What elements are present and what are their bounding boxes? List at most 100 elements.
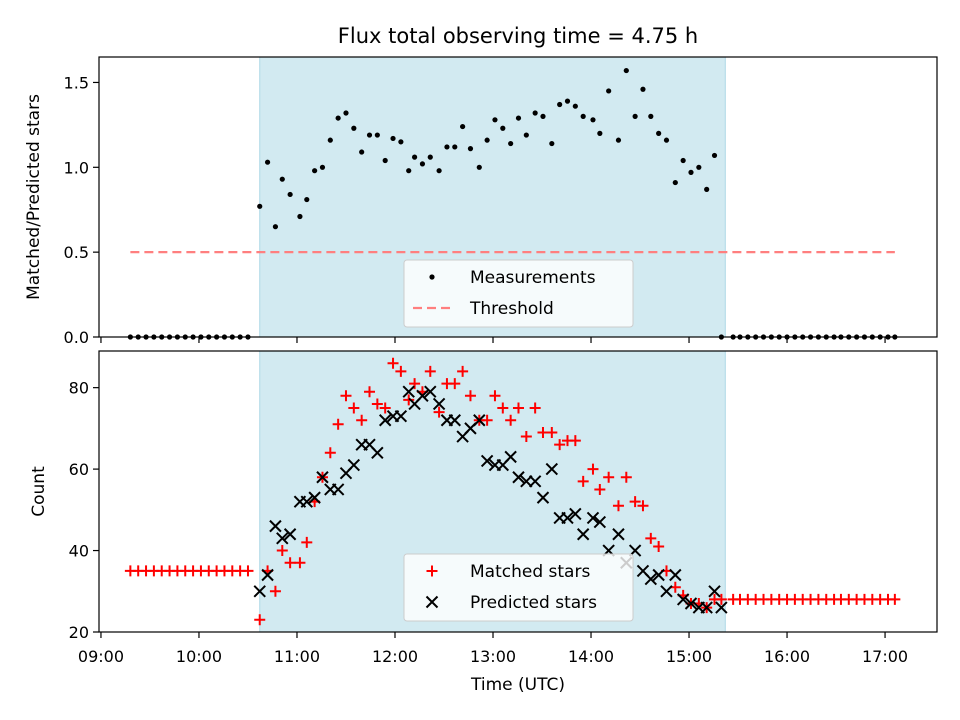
data-point	[656, 130, 662, 136]
data-point	[411, 154, 418, 160]
data-point	[398, 139, 404, 145]
data-point	[590, 117, 596, 123]
y-axis-title: Count	[29, 466, 49, 517]
data-point	[652, 568, 665, 582]
data-point	[580, 113, 586, 119]
data-point	[279, 176, 285, 182]
data-point	[351, 125, 357, 131]
chart-title: Flux total observing time = 4.75 h	[338, 24, 698, 48]
data-point	[684, 597, 698, 610]
data-point	[316, 471, 329, 484]
data-point	[371, 446, 384, 460]
x-axis-title: Time (UTC)	[470, 675, 565, 695]
x-tick-label: 13:00	[470, 647, 516, 666]
data-point	[597, 130, 603, 136]
data-point	[406, 168, 412, 174]
data-point	[672, 179, 678, 186]
data-point	[424, 365, 436, 377]
data-point	[696, 164, 702, 170]
data-point	[481, 414, 493, 426]
data-point	[520, 475, 533, 488]
x-tick-label: 14:00	[568, 647, 614, 666]
data-point	[489, 390, 501, 402]
legend-label: Predicted stars	[470, 593, 597, 613]
data-point	[304, 196, 310, 203]
data-point	[715, 601, 728, 614]
data-point	[287, 191, 293, 198]
data-point	[436, 168, 442, 174]
data-point	[403, 394, 415, 406]
series-predicted-stars	[253, 385, 728, 614]
legend-swatch	[425, 595, 439, 609]
y-tick-label: 0.0	[64, 328, 89, 347]
legend-label: Threshold	[469, 299, 554, 319]
data-point	[715, 593, 727, 605]
data-point	[512, 402, 524, 414]
x-tick-label: 17:00	[862, 647, 908, 666]
data-point	[536, 491, 550, 504]
data-point	[476, 164, 482, 170]
data-point	[644, 572, 658, 586]
series-measurements	[127, 67, 898, 340]
data-point	[576, 528, 590, 541]
ratio-panel: 0.0 0.5 1.0 1.5 Matched/Predicted stars Measu…	[24, 56, 938, 347]
x-tick-label: 10:00	[176, 647, 222, 666]
data-point	[348, 402, 360, 414]
data-point	[653, 540, 665, 552]
data-point	[680, 157, 686, 164]
y-tick-label: 40	[69, 542, 89, 561]
data-point	[394, 409, 408, 423]
data-point	[254, 614, 266, 626]
data-point	[424, 385, 437, 398]
data-point	[660, 585, 673, 598]
data-point	[433, 406, 445, 418]
x-tick-label: 12:00	[372, 647, 418, 666]
data-point	[324, 447, 336, 459]
legend-swatch	[426, 565, 438, 577]
data-point	[448, 414, 461, 427]
data-point	[612, 500, 624, 512]
data-point	[257, 203, 263, 209]
data-point	[688, 169, 694, 175]
data-point	[708, 585, 721, 598]
data-point	[612, 528, 625, 541]
data-point	[564, 98, 571, 104]
data-point	[272, 224, 279, 230]
data-point	[512, 471, 525, 484]
data-point	[577, 475, 589, 487]
data-point	[889, 593, 901, 605]
data-point	[378, 414, 392, 427]
data-point	[464, 390, 476, 402]
data-point	[387, 357, 399, 369]
plot-frame	[98, 56, 938, 338]
data-point	[269, 519, 282, 533]
data-point	[594, 483, 606, 495]
data-point	[347, 458, 361, 472]
data-point	[301, 536, 313, 548]
data-point	[606, 88, 612, 94]
y-tick-label: 1.5	[64, 73, 89, 92]
data-point	[332, 418, 344, 430]
data-point	[253, 585, 266, 598]
data-point	[452, 144, 458, 150]
data-point	[632, 113, 638, 119]
data-point	[395, 365, 407, 377]
data-point	[390, 135, 396, 142]
data-point	[500, 125, 506, 131]
legend: Measurements Threshold	[403, 259, 634, 328]
y-tick-label: 60	[69, 460, 89, 479]
data-point	[532, 110, 538, 116]
data-point	[508, 140, 514, 147]
data-point	[449, 378, 461, 390]
x-tick-label: 16:00	[764, 647, 810, 666]
data-point	[569, 507, 582, 521]
data-point	[704, 186, 710, 192]
data-point	[327, 137, 333, 143]
data-point	[557, 101, 563, 108]
data-point	[308, 491, 321, 504]
data-point	[379, 402, 391, 414]
data-point	[615, 137, 622, 143]
data-point	[520, 431, 532, 443]
data-point	[546, 426, 558, 438]
